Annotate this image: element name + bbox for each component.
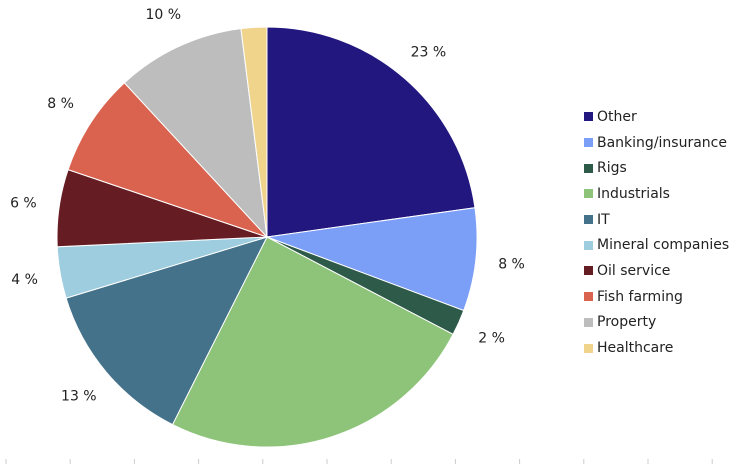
legend-item: Rigs bbox=[584, 155, 729, 181]
data-label: 8 % bbox=[498, 257, 525, 273]
legend-item: Healthcare bbox=[584, 335, 729, 361]
data-label: 8 % bbox=[47, 96, 74, 112]
legend-swatch bbox=[584, 292, 593, 302]
pie-slice-property bbox=[123, 28, 268, 239]
legend-label: IT bbox=[597, 211, 610, 228]
legend-swatch bbox=[584, 112, 593, 122]
pie-slice-fish-farming bbox=[67, 82, 268, 238]
pie-slice-it bbox=[65, 236, 268, 426]
legend-label: Other bbox=[597, 108, 637, 125]
legend-item: Oil service bbox=[584, 258, 729, 284]
legend-item: Banking/insurance bbox=[584, 130, 729, 156]
legend-label: Property bbox=[597, 314, 657, 331]
legend-swatch bbox=[584, 266, 593, 276]
legend-label: Mineral companies bbox=[597, 237, 730, 254]
legend-label: Banking/insurance bbox=[597, 134, 727, 151]
legend-swatch bbox=[584, 215, 593, 225]
legend-item: Industrials bbox=[584, 181, 729, 207]
legend: Other Banking/insurance Rigs Industrials IT M… bbox=[584, 104, 729, 361]
data-label: 6 % bbox=[10, 196, 37, 212]
legend-label: Oil service bbox=[597, 262, 671, 279]
pie-slice-healthcare bbox=[240, 26, 268, 238]
data-label: 2 % bbox=[478, 330, 505, 346]
data-label: 23 % bbox=[411, 44, 447, 60]
legend-swatch bbox=[584, 343, 593, 353]
pie-slice-industrials bbox=[171, 236, 454, 448]
legend-label: Industrials bbox=[597, 185, 670, 202]
legend-item: Property bbox=[584, 310, 729, 336]
legend-swatch bbox=[584, 138, 593, 148]
legend-item: Mineral companies bbox=[584, 232, 729, 258]
legend-swatch bbox=[584, 189, 593, 199]
legend-label: Fish farming bbox=[597, 288, 683, 305]
data-label: 10 % bbox=[145, 7, 181, 23]
legend-item: Fish farming bbox=[584, 284, 729, 310]
legend-label: Healthcare bbox=[597, 340, 674, 357]
legend-label: Rigs bbox=[597, 160, 627, 177]
pie-slice-banking-insurance bbox=[266, 207, 478, 312]
pie-slice-other bbox=[266, 26, 476, 238]
legend-swatch bbox=[584, 163, 593, 173]
data-label: 4 % bbox=[11, 272, 38, 288]
legend-swatch bbox=[584, 317, 593, 327]
data-label: 13 % bbox=[61, 388, 97, 404]
legend-item: Other bbox=[584, 104, 729, 130]
legend-item: IT bbox=[584, 207, 729, 233]
legend-swatch bbox=[584, 240, 593, 250]
